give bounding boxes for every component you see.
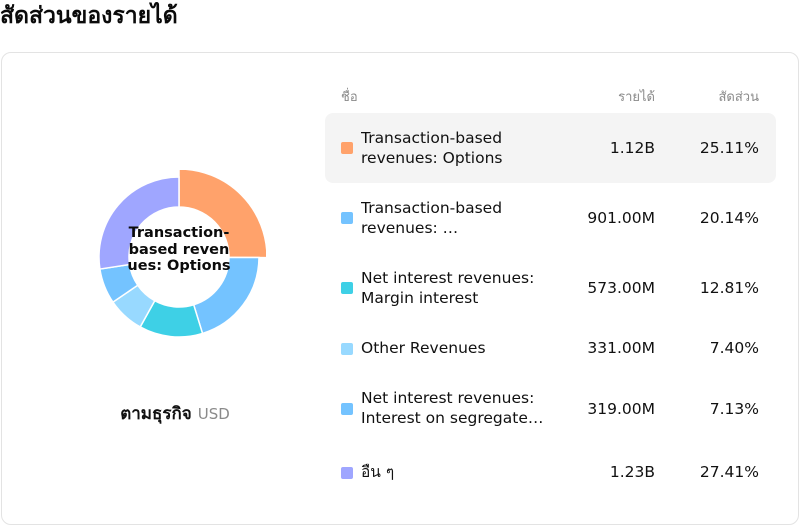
chart-caption: ตามธุรกิจ USD <box>0 400 350 427</box>
donut-slice[interactable] <box>178 170 266 259</box>
row-share: 7.40% <box>709 339 759 357</box>
row-revenue: 331.00M <box>587 339 655 357</box>
donut-chart-svg <box>98 170 266 338</box>
legend-swatch <box>341 212 353 224</box>
row-share: 7.13% <box>709 400 759 418</box>
table-row[interactable]: Net interest revenues: Margin interest 5… <box>325 253 776 323</box>
row-name: Net interest revenues: Margin interest <box>361 269 535 307</box>
legend-swatch <box>341 343 353 355</box>
row-name: อื่น ๆ <box>361 463 395 481</box>
row-share: 12.81% <box>699 279 759 297</box>
row-revenue: 319.00M <box>587 400 655 418</box>
row-share: 20.14% <box>699 209 759 227</box>
row-name: Net interest revenues: Interest on segre… <box>361 389 544 427</box>
legend-swatch <box>341 142 353 154</box>
row-name: Transaction-based revenues: … <box>361 199 503 237</box>
column-header-revenue: รายได้ <box>618 90 655 105</box>
table-row[interactable]: Other Revenues 331.00M 7.40% <box>325 323 776 373</box>
row-share: 27.41% <box>699 463 759 481</box>
row-revenue: 1.23B <box>609 463 655 481</box>
donut-slice[interactable] <box>98 176 180 270</box>
row-revenue: 901.00M <box>587 209 655 227</box>
table-row[interactable]: Net interest revenues: Interest on segre… <box>325 373 776 443</box>
table-row[interactable]: Transaction-based revenues: Options 1.12… <box>325 113 776 183</box>
table-row[interactable]: อื่น ๆ 1.23B 27.41% <box>325 443 776 503</box>
legend-swatch <box>341 282 353 294</box>
row-revenue: 1.12B <box>609 139 655 157</box>
page-title: สัดส่วนของรายได้ <box>0 3 178 29</box>
row-name: Transaction-based revenues: Options <box>361 129 503 167</box>
row-name: Other Revenues <box>361 339 486 357</box>
column-header-share: สัดส่วน <box>718 90 760 105</box>
legend-swatch <box>341 403 353 415</box>
row-share: 25.11% <box>699 139 759 157</box>
chart-caption-label: ตามธุรกิจ <box>120 404 192 424</box>
donut-center-label: Transaction-based revenues: Options <box>127 225 231 274</box>
currency-unit: USD <box>197 405 230 423</box>
donut-chart: Transaction-based revenues: Options <box>92 170 266 344</box>
table-row[interactable]: Transaction-based revenues: … 901.00M 20… <box>325 183 776 253</box>
legend-swatch <box>341 467 353 479</box>
column-header-name: ชื่อ <box>341 90 358 105</box>
row-revenue: 573.00M <box>587 279 655 297</box>
